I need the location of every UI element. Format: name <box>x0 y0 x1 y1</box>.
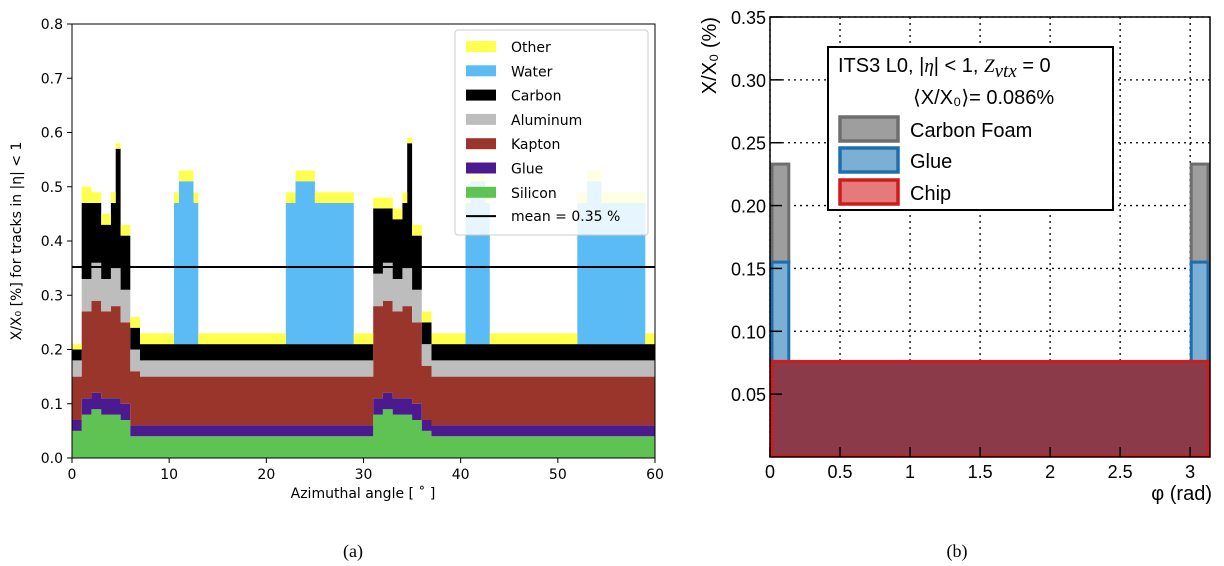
area-kapton <box>72 300 655 426</box>
x-tick-label: 3 <box>1185 462 1195 482</box>
material-areas <box>770 162 1210 458</box>
caption-b: (b) <box>947 541 968 562</box>
x-axis-ticks: 0 0.5 1 1.5 2 2.5 3 <box>765 447 1195 482</box>
y-tick-label: 0.1 <box>41 397 63 413</box>
legend-swatch-silicon <box>466 186 496 198</box>
legend-label-water: Water <box>511 64 553 80</box>
legend-swatch-carbon-foam <box>838 115 900 143</box>
y-tick-label: 0.6 <box>41 126 63 142</box>
y-tick-label: 0.4 <box>41 234 63 250</box>
area-carbon <box>72 143 655 361</box>
y-tick-label: 0.25 <box>731 134 766 154</box>
panel-b-its3-l0-material: 0 0.5 1 1.5 2 2.5 3 0.050.100.150.200.250.300.… <box>699 8 1212 505</box>
x-tick-label: 50 <box>549 467 567 483</box>
legend-label-other: Other <box>511 40 551 56</box>
y-tick-label: 0.35 <box>731 8 766 28</box>
area-glue <box>72 392 655 437</box>
y-axis-ticks: 0.05 0.10 0.15 0.20 0.25 0.30 0.35 <box>731 8 782 405</box>
x-tick-label: 1.5 <box>968 462 993 482</box>
y-tick-label: 0.2 <box>41 343 63 359</box>
x-axis-ticks: 0 10 20 30 40 50 60 <box>68 458 664 483</box>
x-tick-label: 0 <box>765 462 775 482</box>
y-tick-label: 0.10 <box>731 322 766 342</box>
x-tick-label: 40 <box>452 467 470 483</box>
caption-a: (a) <box>343 541 363 562</box>
legend-swatch-aluminum <box>466 113 496 125</box>
legend-label-carbon: Carbon <box>511 89 561 105</box>
y-tick-label: 0.8 <box>41 17 63 33</box>
y-tick-label: 0.15 <box>731 259 766 279</box>
legend-label-aluminum: Aluminum <box>511 113 582 129</box>
y-tick-label: 0.30 <box>731 71 766 91</box>
y-axis-label: X/X₀ (%) <box>699 17 721 94</box>
legend-swatch-other <box>466 41 496 52</box>
x-tick-label: 0.5 <box>828 462 853 482</box>
y-axis-ticks: 0.0 0.1 0.2 0.3 0.4 0.5 0.6 0.7 0.8 <box>41 17 72 467</box>
panel-a-material-budget-stacked: 0 10 20 30 40 50 60 0.00.10.20.30.40.50.60.70.… <box>9 17 664 502</box>
legend-label-glue: Glue <box>910 151 952 173</box>
legend-label-kapton: Kapton <box>511 137 560 153</box>
y-axis-label: X/X₀ [%] for tracks in |η| < 1 <box>9 142 25 341</box>
x-tick-label: 1 <box>905 462 915 482</box>
carbon-foam-edge-right <box>1189 162 1210 264</box>
x-tick-label: 30 <box>355 467 373 483</box>
y-tick-label: 0.05 <box>731 385 766 405</box>
legend-swatch-water <box>466 65 496 77</box>
legend-mean: ⟨X/X₀⟩= 0.086% <box>913 87 1054 109</box>
legend-label-silicon: Silicon <box>511 186 557 202</box>
stacked-areas <box>72 137 655 458</box>
x-tick-label: 0 <box>68 467 77 483</box>
legend: ITS3 L0, |η| < 1, Zvtx = 0 ⟨X/X₀⟩= 0.086… <box>827 46 1114 211</box>
legend-title: ITS3 L0, |η| < 1, Zvtx = 0 <box>838 55 1051 82</box>
x-tick-label: 10 <box>160 467 178 483</box>
legend-box <box>454 29 649 236</box>
x-tick-label: 2.5 <box>1108 462 1133 482</box>
chip-area <box>770 359 1210 458</box>
x-axis-label: Azimuthal angle [ ˚ ] <box>291 485 436 502</box>
y-tick-label: 0.0 <box>41 451 63 467</box>
legend-label-mean: mean = 0.35 % <box>511 209 620 225</box>
y-tick-label: 0.20 <box>731 197 766 217</box>
plot-b-frame <box>769 16 1211 458</box>
glue-edge-right <box>1189 260 1210 363</box>
glue-edge-left <box>770 260 791 363</box>
y-tick-label: 0.3 <box>41 288 63 304</box>
legend-swatch-glue <box>466 162 496 174</box>
legend-label-chip: Chip <box>910 183 951 205</box>
legend-swatch-kapton <box>466 138 496 150</box>
x-tick-label: 20 <box>257 467 275 483</box>
legend-swatch-glue <box>838 146 900 174</box>
area-silicon <box>72 409 655 458</box>
area-water <box>72 143 655 350</box>
x-tick-label: 2 <box>1045 462 1055 482</box>
y-tick-label: 0.7 <box>41 71 63 87</box>
x-tick-label: 60 <box>646 467 664 483</box>
x-axis-label: φ (rad) <box>1151 483 1212 505</box>
legend-label-glue: Glue <box>511 162 543 178</box>
y-tick-label: 0.5 <box>41 180 63 196</box>
legend-swatch-chip <box>838 178 900 206</box>
carbon-foam-edge-left <box>770 162 791 264</box>
area-aluminum <box>72 262 655 377</box>
legend: Other Water Carbon Aluminum Kapton Glue Silico… <box>454 29 649 236</box>
legend-swatch-carbon <box>466 89 496 101</box>
legend-label-carbon-foam: Carbon Foam <box>910 120 1032 142</box>
